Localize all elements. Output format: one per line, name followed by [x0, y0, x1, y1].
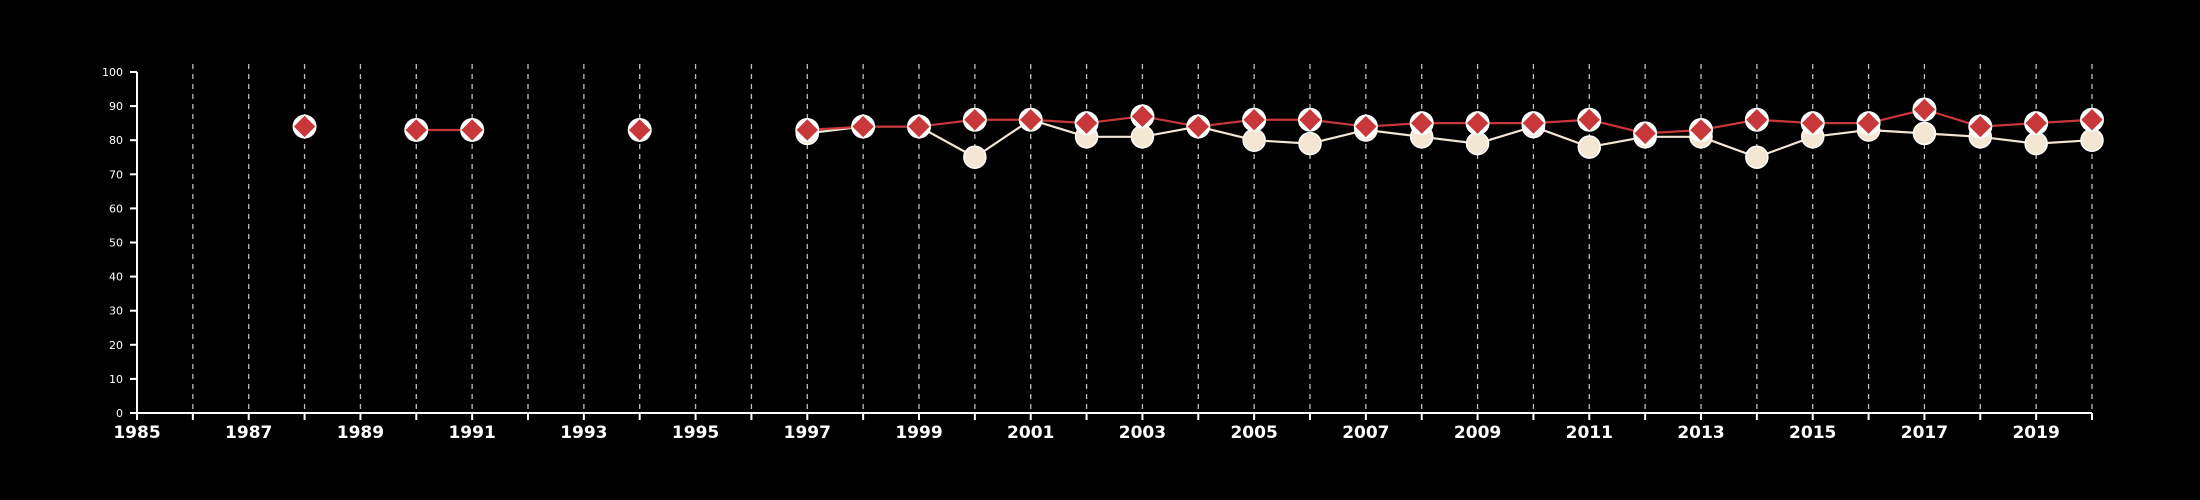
data-point-diamond [1746, 109, 1768, 131]
y-tick-label: 100 [102, 66, 123, 79]
data-point-circle [1242, 128, 1266, 152]
data-point-circle [1912, 121, 1937, 146]
data-point-circle [1465, 131, 1490, 156]
data-point-diamond [852, 115, 874, 138]
x-tick-label: 2001 [1007, 423, 1054, 443]
data-point-diamond [1187, 115, 1209, 138]
x-tick-label: 1985 [113, 423, 160, 443]
series-0 [795, 107, 2104, 169]
data-point-circle [1298, 131, 1322, 156]
data-point-diamond [629, 119, 651, 141]
data-point-diamond [1802, 112, 1824, 134]
x-tick-label: 1993 [560, 423, 607, 443]
y-tick-label: 90 [109, 100, 123, 113]
x-tick-label: 2003 [1119, 423, 1166, 443]
data-point-diamond [2025, 112, 2047, 134]
data-point-diamond [1522, 112, 1545, 134]
y-tick-label: 40 [109, 271, 123, 284]
x-tick-label: 2019 [2012, 423, 2059, 443]
axis-layer: 0 10 20 30 40 50 60 70 80 90 100 1985 1987 1989 1991 19… [102, 66, 2093, 443]
data-point-diamond [908, 115, 930, 138]
data-point-diamond [293, 115, 316, 138]
data-point-circle [1745, 145, 1769, 169]
data-point-diamond [964, 109, 986, 131]
x-tick-label: 2005 [1230, 423, 1277, 443]
data-point-diamond [1131, 105, 1154, 128]
y-tick-label: 50 [109, 237, 123, 250]
data-point-diamond [1020, 109, 1042, 131]
x-tick-label: 1995 [672, 423, 719, 443]
data-point-diamond [1969, 115, 1991, 138]
y-tick-label: 30 [109, 305, 123, 318]
data-point-diamond [1243, 109, 1265, 131]
data-point-circle [1130, 125, 1155, 149]
grid-layer [192, 64, 2093, 413]
x-tick-label: 1999 [895, 423, 942, 443]
data-point-diamond [2081, 109, 2103, 131]
data-point-diamond [1913, 98, 1936, 121]
x-tick-label: 1997 [784, 423, 831, 443]
data-point-diamond [461, 119, 483, 141]
x-tick-label: 2007 [1342, 423, 1389, 443]
y-tick-label: 80 [109, 134, 123, 147]
data-point-circle [1577, 135, 1602, 159]
data-point-diamond [1634, 122, 1656, 145]
data-point-circle [963, 145, 987, 169]
x-tick-label: 2017 [1901, 423, 1948, 443]
x-tick-label: 1991 [448, 423, 495, 443]
y-tick-label: 60 [109, 202, 123, 215]
y-tick-label: 0 [116, 407, 123, 420]
x-tick-label: 2009 [1454, 423, 1501, 443]
data-point-circle [2080, 128, 2104, 152]
data-point-diamond [1411, 112, 1433, 134]
data-point-diamond [1075, 112, 1098, 134]
y-tick-label: 70 [109, 168, 123, 181]
data-point-diamond [1299, 109, 1321, 131]
series-layer [292, 97, 2104, 169]
data-point-diamond [405, 119, 427, 141]
data-point-diamond [1857, 112, 1880, 134]
data-point-diamond [1466, 112, 1489, 134]
x-tick-label: 2013 [1677, 423, 1724, 443]
data-point-circle [2024, 131, 2048, 156]
y-tick-label: 20 [109, 339, 123, 352]
data-point-diamond [1578, 109, 1600, 131]
x-tick-label: 1987 [225, 423, 272, 443]
x-tick-label: 2011 [1566, 423, 1613, 443]
x-tick-label: 2015 [1789, 423, 1836, 443]
x-tick-label: 1989 [337, 423, 384, 443]
data-point-diamond [1355, 115, 1377, 138]
data-point-diamond [796, 119, 818, 141]
series-1 [292, 97, 2104, 146]
data-point-diamond [1690, 119, 1712, 141]
y-tick-label: 10 [109, 373, 123, 386]
